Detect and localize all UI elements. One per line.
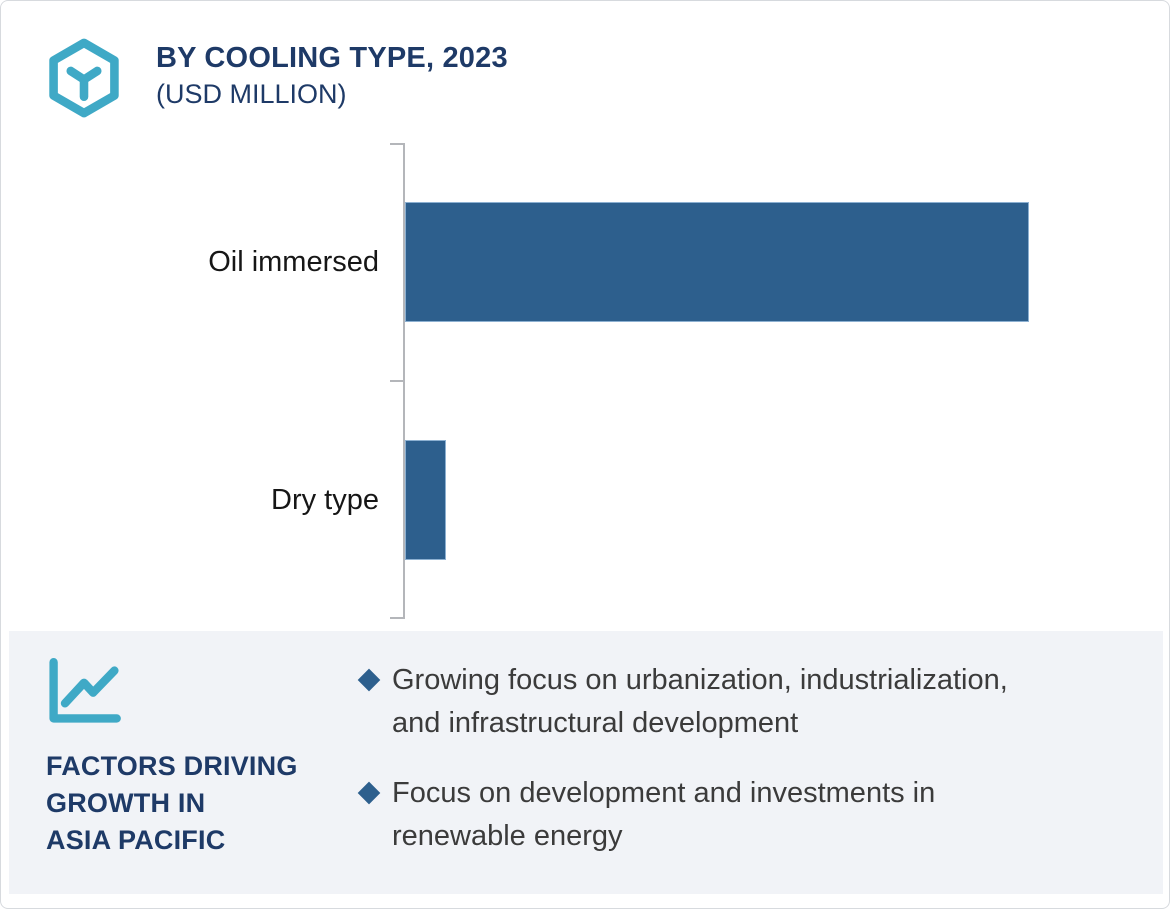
diamond-bullet-icon	[357, 668, 381, 692]
factors-bullet-list: Growing focus on urbanization, industria…	[357, 659, 1081, 858]
factors-heading: FACTORS DRIVING GROWTH IN ASIA PACIFIC	[46, 751, 298, 855]
chart-subtitle: (USD MILLION)	[156, 79, 347, 109]
category-label: Oil immersed	[208, 245, 379, 278]
bar-chart: Oil immersed Dry type	[1, 143, 1169, 619]
chart-header: BY COOLING TYPE, 2023 (USD MILLION)	[156, 41, 508, 112]
axis-tick	[390, 143, 404, 145]
hexagon-cube-icon	[49, 38, 119, 118]
chart-row: Dry type	[1, 381, 1169, 619]
category-label: Dry type	[271, 483, 379, 516]
bar-track	[405, 202, 1135, 322]
axis-tick	[390, 380, 404, 382]
bullet-item: Growing focus on urbanization, industria…	[357, 659, 1081, 745]
category-axis	[403, 143, 405, 619]
bullet-item: Focus on development and investments in …	[357, 772, 1081, 858]
bar-chart-rows: Oil immersed Dry type	[1, 143, 1169, 619]
factors-panel: FACTORS DRIVING GROWTH IN ASIA PACIFIC G…	[9, 631, 1163, 894]
axis-tick	[390, 617, 404, 619]
bar	[405, 440, 447, 560]
diamond-bullet-icon	[357, 781, 381, 805]
bullet-text: Focus on development and investments in …	[392, 777, 936, 852]
chart-row: Oil immersed	[1, 143, 1169, 381]
bullet-text: Growing focus on urbanization, industria…	[392, 664, 1008, 739]
line-chart-icon	[49, 658, 121, 723]
bar-track	[405, 440, 1135, 560]
bar	[405, 202, 1029, 322]
chart-title: BY COOLING TYPE, 2023	[156, 42, 508, 74]
